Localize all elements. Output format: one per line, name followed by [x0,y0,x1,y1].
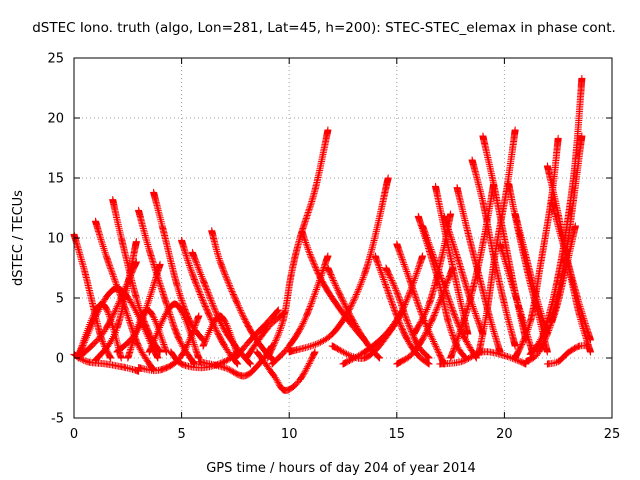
data-arc-23 [264,126,332,362]
x-axis-label: GPS time / hours of day 204 of year 2014 [206,461,476,476]
y-tick-label: 5 [56,292,64,307]
y-tick-label: 25 [47,52,64,67]
y-tick-label: 10 [47,232,64,247]
data-arc-32 [393,240,448,368]
data-arc-43 [475,126,519,358]
y-tick-label: 15 [47,172,64,187]
y-tick-label: -5 [51,412,64,427]
data-arc-12 [150,188,207,344]
x-tick-label: 25 [604,427,621,442]
data-arc-7 [109,196,164,356]
x-tick-label: 20 [496,427,513,442]
data-arc-20 [231,306,282,362]
x-tick-label: 5 [177,427,185,442]
chart-title: dSTEC Iono. truth (algo, Lon=281, Lat=45… [32,20,616,36]
data-arc-15 [178,236,242,368]
data-arc-29 [339,306,407,368]
x-tick-label: 0 [70,427,78,442]
data-arc-36 [419,222,480,362]
data-arc-18 [208,227,278,364]
data-arc-22 [253,348,319,394]
grid [74,58,612,418]
data-arc-13 [145,300,203,362]
data-arc-17 [199,312,242,358]
data-arc-48 [511,134,562,362]
y-tick-label: 0 [56,352,64,367]
data-arc-27 [285,174,392,356]
data-arc-54 [526,74,586,358]
x-tick-label: 10 [281,427,298,442]
data-arc-52 [543,342,592,368]
axis-ticks: 0 5 10 15 20 25 -5 0 5 10 15 20 25 [47,52,620,443]
y-tick-label: 20 [47,112,64,127]
data-arc-30 [371,252,433,368]
data-points [70,74,594,394]
x-tick-label: 15 [389,427,406,442]
y-axis-label: dSTEC / TECUs [11,190,26,286]
